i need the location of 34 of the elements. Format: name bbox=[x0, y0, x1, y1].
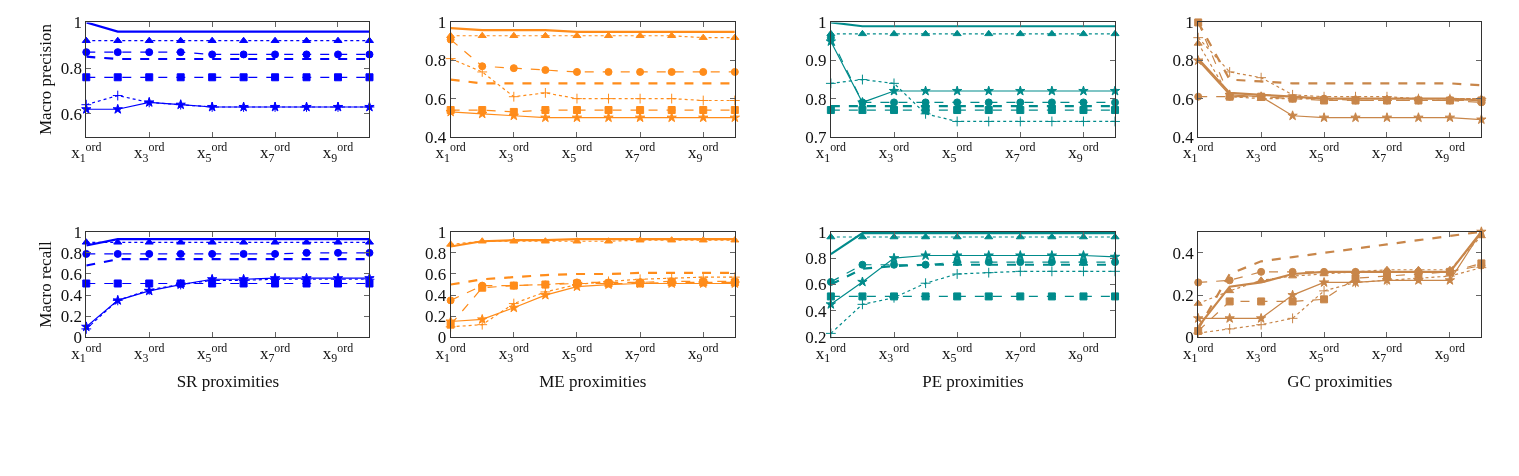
y-tick-label: 0.8 bbox=[805, 249, 827, 269]
y-tick-label: 0.2 bbox=[60, 307, 82, 327]
y-tick-label: 0.8 bbox=[60, 59, 82, 79]
x-axis-title: PE proximities bbox=[922, 371, 1024, 391]
y-tick-label: 1 bbox=[73, 222, 82, 242]
y-tick-label: 1 bbox=[817, 13, 827, 33]
y-axis-title: Macro recall bbox=[36, 241, 56, 328]
y-tick-label: 0.6 bbox=[1172, 89, 1194, 109]
y-tick-label: 0.4 bbox=[425, 286, 447, 306]
y-tick-label: 1 bbox=[1185, 13, 1194, 33]
y-tick-label: 0.2 bbox=[1172, 286, 1194, 306]
y-tick-label: 0.6 bbox=[60, 104, 82, 124]
y-tick-label: 0.4 bbox=[805, 301, 827, 321]
y-tick-label: 0.6 bbox=[60, 264, 82, 284]
y-tick-label: 0.4 bbox=[60, 286, 83, 306]
y-tick-label: 0.8 bbox=[425, 243, 447, 263]
y-tick-label: 0.6 bbox=[425, 264, 447, 284]
y-tick-label: 1 bbox=[73, 13, 82, 33]
y-axis-title: Macro precision bbox=[36, 23, 56, 136]
y-tick-label: 0.8 bbox=[60, 243, 82, 263]
x-axis-title: ME proximities bbox=[539, 371, 647, 391]
y-tick-label: 0.6 bbox=[425, 89, 447, 109]
y-tick-label: 0.4 bbox=[1172, 243, 1195, 263]
x-axis-title: SR proximities bbox=[176, 371, 280, 391]
y-tick-label: 0.9 bbox=[805, 51, 827, 71]
y-tick-label: 1 bbox=[437, 222, 447, 242]
y-tick-label: 0.8 bbox=[1172, 51, 1194, 71]
y-tick-label: 0.6 bbox=[805, 275, 827, 295]
x-axis-title: GC proximities bbox=[1287, 371, 1393, 391]
y-tick-label: 0.8 bbox=[805, 89, 827, 109]
y-tick-label: 1 bbox=[817, 222, 827, 242]
y-tick-label: 0.8 bbox=[425, 51, 447, 71]
y-tick-label: 0.2 bbox=[425, 307, 447, 327]
y-tick-label: 1 bbox=[437, 13, 447, 33]
